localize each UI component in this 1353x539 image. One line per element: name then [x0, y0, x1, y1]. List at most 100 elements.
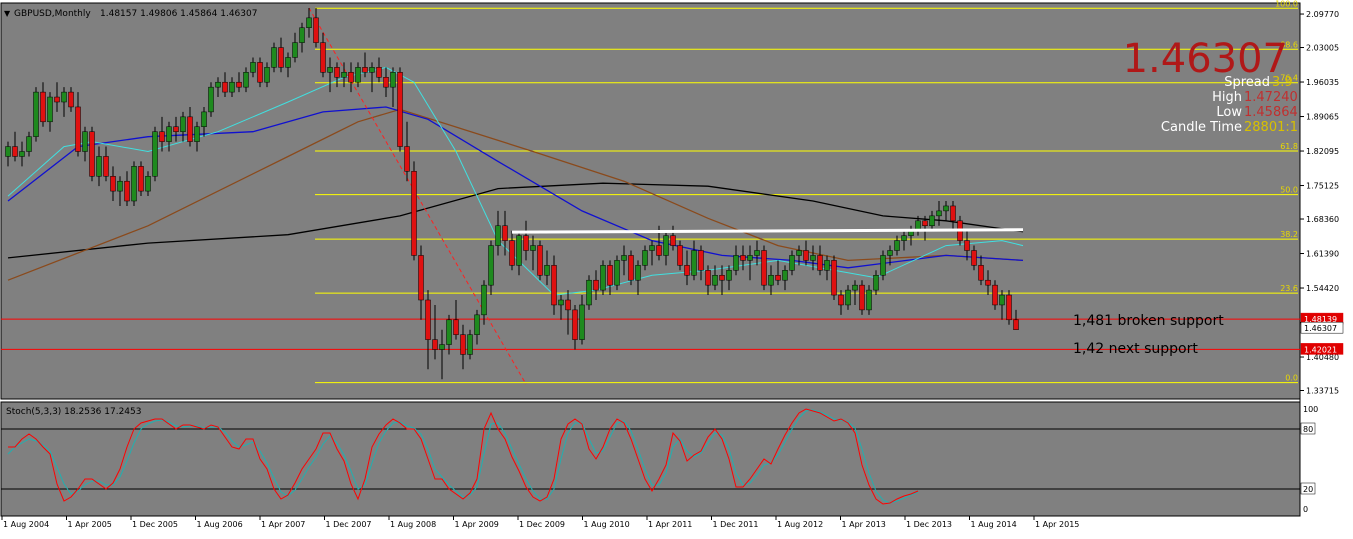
candle-body [565, 299, 571, 311]
candle-body [698, 250, 704, 271]
support-lines [1, 318, 1300, 350]
candle-body [453, 319, 459, 335]
candle-body [236, 81, 242, 88]
candle-body [264, 67, 270, 83]
candle-body [383, 77, 389, 88]
candle-body [40, 91, 46, 123]
stoch-plot-area[interactable] [0, 401, 1301, 517]
candle-body [600, 265, 606, 291]
candle-body [852, 284, 858, 291]
candle-body [663, 235, 669, 256]
candle-body [740, 255, 746, 261]
candle-body [96, 156, 102, 177]
fib-level-label: 0.0 [1285, 374, 1298, 383]
candle-body [971, 250, 977, 266]
candle-body [369, 67, 375, 73]
moving-average-black [7, 182, 1024, 259]
candle-body [243, 72, 249, 88]
big-price-display: 1.46307 [1123, 36, 1288, 82]
price-axis-label: 1.68360 [1306, 215, 1339, 224]
time-axis-label: 1 Dec 2009 [519, 520, 565, 529]
candle-body [761, 250, 767, 286]
price-axis-label: 1.89065 [1306, 113, 1339, 122]
candle-body [54, 96, 60, 103]
candle-body [306, 17, 312, 28]
candle-body [810, 255, 816, 261]
candle-body [1013, 319, 1019, 330]
candle-body [992, 284, 998, 306]
moving-average-brown [7, 108, 1024, 281]
candle-body [138, 166, 144, 192]
candle-body [481, 284, 487, 316]
candle-body [425, 299, 431, 340]
chart-ohlc-values: 1.48157 1.49806 1.45864 1.46307 [100, 9, 257, 19]
time-axis-label: 1 Dec 2013 [906, 520, 952, 529]
candle-body [355, 67, 361, 83]
candle-body [5, 146, 11, 157]
chart-menu-arrow-icon[interactable]: ▼ [4, 9, 11, 18]
candle-body [747, 255, 753, 261]
candle-body [474, 314, 480, 335]
candle-body [677, 245, 683, 266]
candle-body [488, 245, 494, 286]
candle-body [12, 146, 18, 157]
price-axis-label: 2.09770 [1306, 10, 1339, 19]
candle-body [642, 250, 648, 266]
candle-body [61, 91, 67, 103]
candle-body [586, 279, 592, 306]
candle-body [257, 62, 263, 83]
chart-symbol-title: GBPUSD,Monthly [14, 9, 91, 19]
candle-body [327, 67, 333, 73]
time-axis-label: 1 Aug 2008 [390, 520, 436, 529]
stoch-axis-label: 80 [1303, 425, 1313, 434]
candle-body [411, 171, 417, 256]
candle-body [509, 240, 515, 266]
candle-body [894, 240, 900, 251]
fib-level-label: 76.4 [1280, 74, 1298, 83]
candle-body [75, 106, 81, 152]
candle-body [607, 265, 613, 286]
candle-body [621, 255, 627, 261]
price-axis-label: 1.40480 [1306, 353, 1339, 362]
price-axis-label: 1.33715 [1306, 387, 1339, 396]
candle-body [467, 334, 473, 355]
candle-body [614, 260, 620, 286]
high-value: 1.47240 [1244, 90, 1298, 105]
candle-body [775, 275, 781, 281]
candle-body [404, 146, 410, 172]
candle-body [194, 126, 200, 142]
candle-body [733, 255, 739, 271]
price-tag-box [1300, 343, 1344, 355]
candle-body [110, 176, 116, 192]
candlesticks [5, 7, 1019, 380]
candle-body [705, 270, 711, 286]
stoch-axis-label: 100 [1303, 405, 1318, 414]
candle-body [782, 270, 788, 281]
fib-level-label: 61.8 [1280, 142, 1298, 151]
time-axis-label: 1 Apr 2011 [648, 520, 692, 529]
candle-body [201, 111, 207, 128]
candle-body [292, 42, 298, 58]
stoch-main-line [8, 408, 919, 505]
candle-body [817, 255, 823, 271]
trend-line [308, 7, 527, 385]
candle-time-value: 28801:1 [1244, 120, 1298, 135]
candle-body [768, 275, 774, 286]
candle-body [936, 210, 942, 217]
candle-body [180, 116, 186, 132]
candle-body [866, 289, 872, 311]
next-support-annotation: 1,42 next support [1073, 341, 1198, 357]
candle-body [271, 47, 277, 68]
resistance-band [511, 228, 1024, 234]
candle-body [26, 136, 32, 152]
candle-body [943, 205, 949, 212]
time-axis-label: 1 Dec 2007 [326, 520, 372, 529]
main-plot-area[interactable] [0, 2, 1301, 400]
time-axis-label: 1 Aug 2006 [197, 520, 243, 529]
candle-body [215, 81, 221, 88]
candle-body [173, 126, 179, 132]
price-axis-label: 1.54420 [1306, 284, 1339, 293]
time-axis-label: 1 Apr 2005 [68, 520, 112, 529]
candle-body [446, 319, 452, 345]
